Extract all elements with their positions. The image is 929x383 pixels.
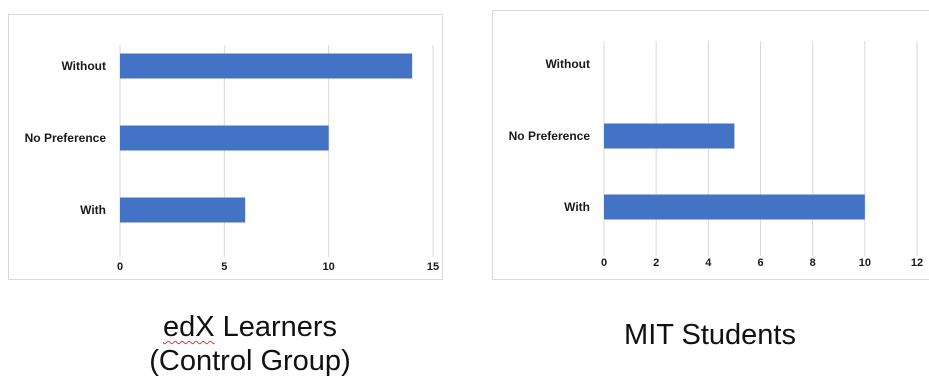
chart-panel-mit: Without No Preference With 0 2 4 6 8 10 12	[492, 10, 929, 280]
bar-chart-edx: Without No Preference With 0 5 10 15	[25, 45, 439, 273]
category-label: No Preference	[25, 131, 107, 145]
x-tick-label: 12	[911, 257, 923, 269]
x-tick-label: 4	[705, 257, 712, 269]
category-label: With	[80, 203, 106, 217]
category-label: Without	[61, 59, 106, 73]
bar-no-preference	[604, 123, 735, 149]
caption-edx-rest: Learners	[214, 311, 338, 343]
x-tick-label: 10	[859, 257, 871, 269]
x-tick-label: 8	[810, 257, 816, 269]
category-label: With	[564, 200, 590, 214]
caption-mit-students: MIT Students	[624, 319, 796, 351]
x-tick-label: 2	[653, 257, 659, 269]
x-tick-label: 10	[323, 261, 335, 273]
caption-edx-learners: edX Learners (Control Group)	[80, 310, 420, 378]
caption-edx-line2: (Control Group)	[149, 345, 351, 377]
category-label: Without	[545, 57, 590, 71]
bar-no-preference	[120, 125, 329, 151]
bar-with	[120, 197, 246, 223]
caption-edx-line1: edX Learners	[80, 310, 420, 344]
category-label: No Preference	[509, 129, 591, 143]
x-tick-label: 0	[117, 261, 123, 273]
bar-without	[120, 53, 413, 79]
x-tick-label: 15	[427, 261, 439, 273]
bar-with	[604, 194, 865, 220]
x-tick-label: 6	[757, 257, 763, 269]
x-tick-label: 5	[221, 261, 227, 273]
chart-panel-edx: Without No Preference With 0 5 10 15	[8, 14, 443, 280]
x-tick-label: 0	[601, 257, 607, 269]
bar-chart-mit: Without No Preference With 0 2 4 6 8 10 12	[509, 41, 923, 269]
caption-edx-word: edX	[162, 311, 215, 343]
